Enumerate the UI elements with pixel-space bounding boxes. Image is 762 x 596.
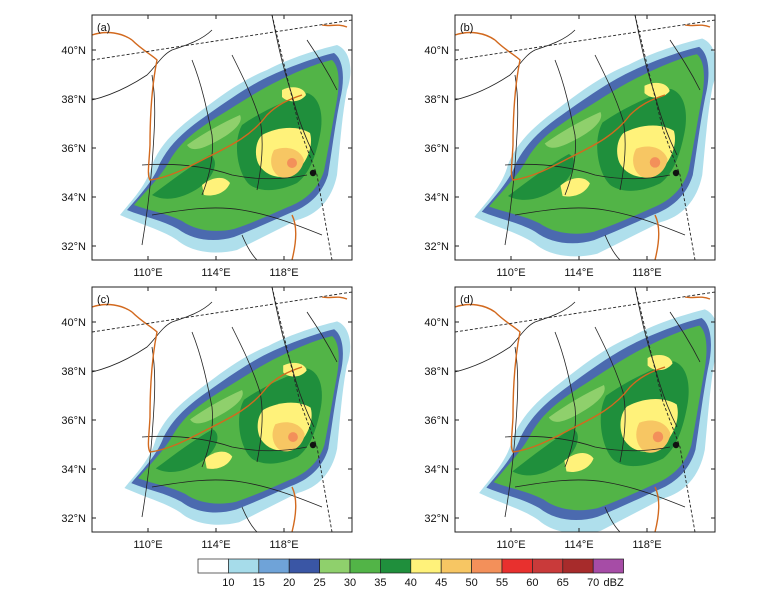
colorbar-tick-label: 35 <box>374 577 386 589</box>
lon-tick-label: 110°E <box>133 539 162 551</box>
colorbar-tick-label: 60 <box>526 577 538 589</box>
colorbar-swatch <box>380 558 412 574</box>
lat-tick-label: 38°N <box>61 94 86 106</box>
lon-tick-label: 114°E <box>564 267 593 279</box>
colorbar-swatch <box>440 558 472 574</box>
colorbar-tick-label: 45 <box>435 577 447 589</box>
lat-tick-label: 40°N <box>61 317 86 329</box>
colorbar-swatch <box>501 558 533 574</box>
colorbar-tick-label: 65 <box>557 577 569 589</box>
lat-tick-label: 34°N <box>424 192 449 204</box>
colorbar-tick-label: 15 <box>253 577 265 589</box>
lon-tick-label: 114°E <box>201 267 230 279</box>
panel-frame <box>91 14 353 261</box>
lat-tick-label: 38°N <box>61 366 86 378</box>
colorbar-swatch <box>228 558 260 574</box>
colorbar-swatch <box>471 558 503 574</box>
panel-2: 40°N 38°N 36°N 34°N 32°N 110°E 114°E 118°E (c) <box>61 286 353 551</box>
lat-tick-label: 36°N <box>424 415 449 427</box>
colorbar-swatch <box>258 558 290 574</box>
panel-3: 40°N 38°N 36°N 34°N 32°N 110°E 114°E 118°E (d) <box>424 286 716 551</box>
colorbar-tick-label: 40 <box>405 577 417 589</box>
lat-tick-label: 36°N <box>61 143 86 155</box>
colorbar-swatch <box>410 558 442 574</box>
colorbar-swatch <box>592 558 624 574</box>
panel-1: 40°N 38°N 36°N 34°N 32°N 110°E 114°E 118°E (b) <box>424 14 716 279</box>
colorbar-swatch <box>197 558 229 574</box>
colorbar-tick-label: 10 <box>222 577 234 589</box>
lat-tick-label: 32°N <box>424 241 449 253</box>
lon-tick-label: 110°E <box>496 267 525 279</box>
lon-tick-label: 118°E <box>632 539 661 551</box>
colorbar: 10 15 20 25 30 35 40 45 50 55 60 65 70 dBZ <box>197 558 624 589</box>
lat-tick-label: 34°N <box>424 464 449 476</box>
lat-tick-label: 38°N <box>424 94 449 106</box>
colorbar-swatch <box>319 558 351 574</box>
lon-tick-label: 118°E <box>269 539 298 551</box>
colorbar-tick-label: 30 <box>344 577 356 589</box>
lat-tick-label: 40°N <box>61 45 86 57</box>
panel-frame <box>91 286 353 533</box>
lat-tick-label: 38°N <box>424 366 449 378</box>
lat-tick-label: 40°N <box>424 45 449 57</box>
lon-tick-label: 114°E <box>201 539 230 551</box>
lat-tick-label: 34°N <box>61 192 86 204</box>
panel-label: (b) <box>460 22 473 34</box>
panel-label: (a) <box>97 22 110 34</box>
lat-tick-label: 36°N <box>61 415 86 427</box>
colorbar-tick-label: 20 <box>283 577 295 589</box>
panel-frame <box>454 14 716 261</box>
colorbar-swatch <box>532 558 564 574</box>
colorbar-swatch <box>349 558 381 574</box>
lon-tick-label: 110°E <box>496 539 525 551</box>
colorbar-tick-label: 25 <box>313 577 325 589</box>
colorbar-unit: dBZ <box>604 577 624 589</box>
panel-0: 40°N 38°N 36°N 34°N 32°N 110°E 114°E 118°E (a) <box>61 14 353 279</box>
colorbar-tick-label: 50 <box>465 577 477 589</box>
lat-tick-label: 40°N <box>424 317 449 329</box>
colorbar-swatch <box>288 558 320 574</box>
lon-tick-label: 118°E <box>632 267 661 279</box>
lon-tick-label: 110°E <box>133 267 162 279</box>
colorbar-tick-label: 55 <box>496 577 508 589</box>
lat-tick-label: 32°N <box>424 513 449 525</box>
lon-tick-label: 118°E <box>269 267 298 279</box>
lat-tick-label: 34°N <box>61 464 86 476</box>
lon-tick-label: 114°E <box>564 539 593 551</box>
colorbar-tick-label: 70 <box>587 577 599 589</box>
panel-label: (d) <box>460 294 473 306</box>
panel-frame <box>454 286 716 533</box>
colorbar-swatch <box>562 558 594 574</box>
lat-tick-label: 32°N <box>61 513 86 525</box>
lat-tick-label: 36°N <box>424 143 449 155</box>
lat-tick-label: 32°N <box>61 241 86 253</box>
panel-label: (c) <box>97 294 110 306</box>
